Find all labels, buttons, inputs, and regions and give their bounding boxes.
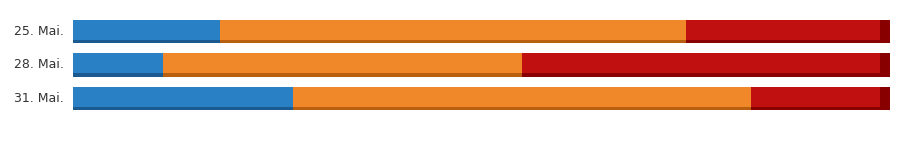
- Bar: [293, 87, 751, 107]
- Bar: [880, 87, 890, 110]
- Bar: [163, 73, 522, 77]
- Bar: [686, 40, 890, 43]
- Bar: [163, 53, 522, 73]
- Bar: [686, 20, 890, 40]
- Bar: [880, 53, 890, 77]
- Bar: [751, 87, 890, 107]
- Bar: [522, 73, 890, 77]
- Bar: [522, 53, 890, 73]
- Bar: [73, 73, 163, 77]
- Bar: [73, 40, 220, 43]
- Bar: [73, 107, 293, 110]
- Bar: [73, 20, 220, 40]
- Bar: [73, 53, 163, 73]
- Bar: [220, 40, 686, 43]
- Bar: [73, 87, 293, 107]
- Bar: [220, 20, 686, 40]
- Bar: [293, 107, 751, 110]
- Bar: [751, 107, 890, 110]
- Bar: [880, 20, 890, 43]
